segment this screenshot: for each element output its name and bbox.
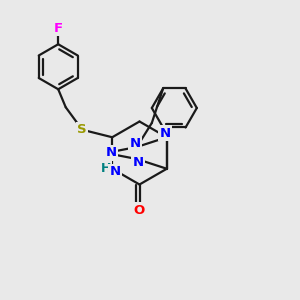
Text: H: H bbox=[100, 162, 111, 175]
Text: N: N bbox=[110, 165, 121, 178]
Text: O: O bbox=[134, 203, 145, 217]
Text: S: S bbox=[77, 123, 87, 136]
Text: N: N bbox=[160, 127, 171, 140]
Text: N: N bbox=[106, 146, 117, 160]
Text: F: F bbox=[54, 22, 63, 35]
Text: N: N bbox=[133, 156, 144, 170]
Text: N: N bbox=[130, 136, 141, 150]
